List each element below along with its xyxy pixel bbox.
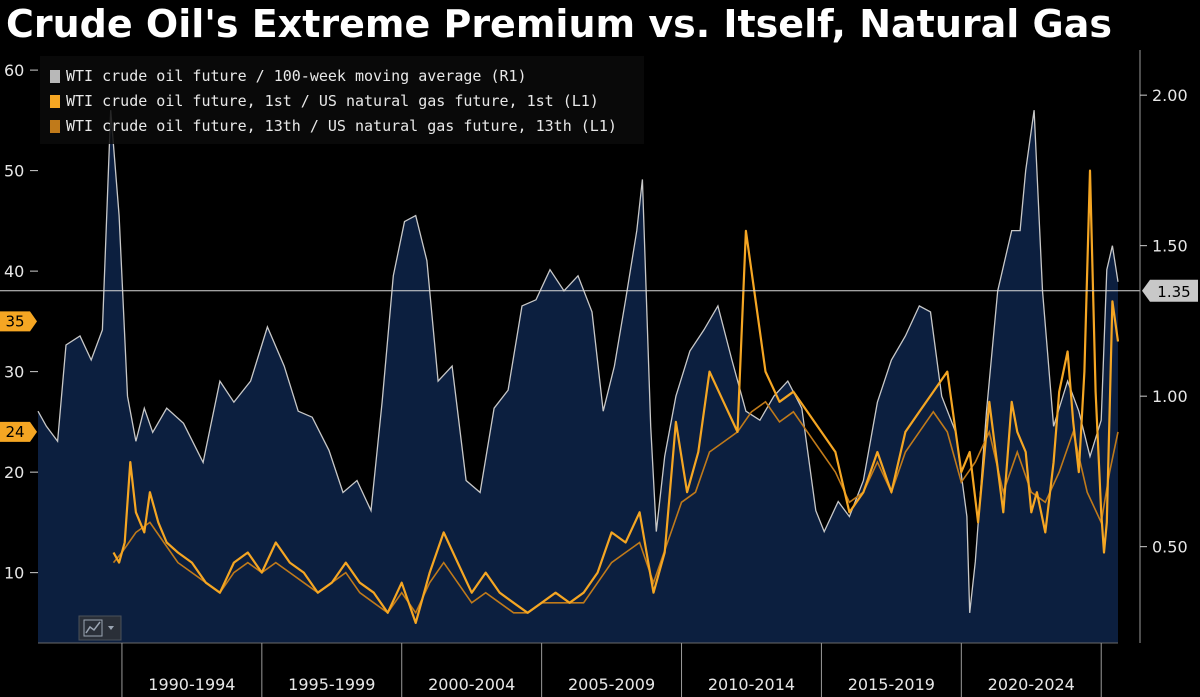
left-value-tag-label: 24 [5,423,24,441]
legend-entry-gas-13th: WTI crude oil future, 13th / US natural … [66,117,617,135]
right-tick-label: 1.00 [1152,387,1188,406]
left-value-tag [0,421,37,442]
ratio-area-fill [38,110,1118,643]
chart-title: Crude Oil's Extreme Premium vs. Itself, … [6,2,1112,46]
x-tick-label: 1990-1994 [148,675,235,694]
x-tick-label: 2020-2024 [988,675,1075,694]
right-value-tag-label: 1.35 [1157,283,1190,301]
chevron-down-icon [108,626,114,630]
left-tick-label: 50 [4,162,24,181]
plot-area [0,50,1140,643]
series-line-gas-13th [112,400,1119,615]
left-tick-label: 20 [4,463,24,482]
right-axis: 0.50 1.00 1.50 2.00 [1139,50,1188,643]
x-tick-label: 2010-2014 [708,675,795,694]
series-line-ratio [37,110,1119,613]
legend-swatch-gas-13th [50,120,60,133]
legend: WTI crude oil future / 100-week moving a… [40,56,644,144]
left-value-tag-label: 35 [5,312,24,330]
left-axis: 10 20 30 40 50 60 [4,61,38,583]
legend-swatch-ratio [50,70,60,83]
x-axis: 1990-1994 1995-1999 2000-2004 2005-2009 2010… [38,642,1118,697]
left-tick-label: 60 [4,61,24,80]
x-tick-label: 1995-1999 [288,675,375,694]
right-tick-label: 0.50 [1152,538,1188,557]
legend-entry-ratio: WTI crude oil future / 100-week moving a… [66,67,527,85]
left-tick-label: 10 [4,564,24,583]
value-tags: 35 24 1.35 [0,279,1198,442]
left-tick-label: 30 [4,363,24,382]
x-tick-label: 2015-2019 [848,675,935,694]
line-chart-icon [83,619,103,637]
left-tick-label: 40 [4,262,24,281]
right-tick-label: 2.00 [1152,86,1188,105]
x-tick-label: 2000-2004 [428,675,515,694]
right-value-tag [1142,279,1198,302]
right-tick-label: 1.50 [1152,237,1188,256]
series-line-gas-front [112,169,1120,625]
legend-swatch-gas-front [50,95,60,108]
x-tick-label: 2005-2009 [568,675,655,694]
chart-type-button[interactable] [78,615,122,641]
left-value-tag [0,311,37,332]
legend-entry-gas-front: WTI crude oil future, 1st / US natural g… [66,92,599,110]
legend-background [40,56,644,144]
